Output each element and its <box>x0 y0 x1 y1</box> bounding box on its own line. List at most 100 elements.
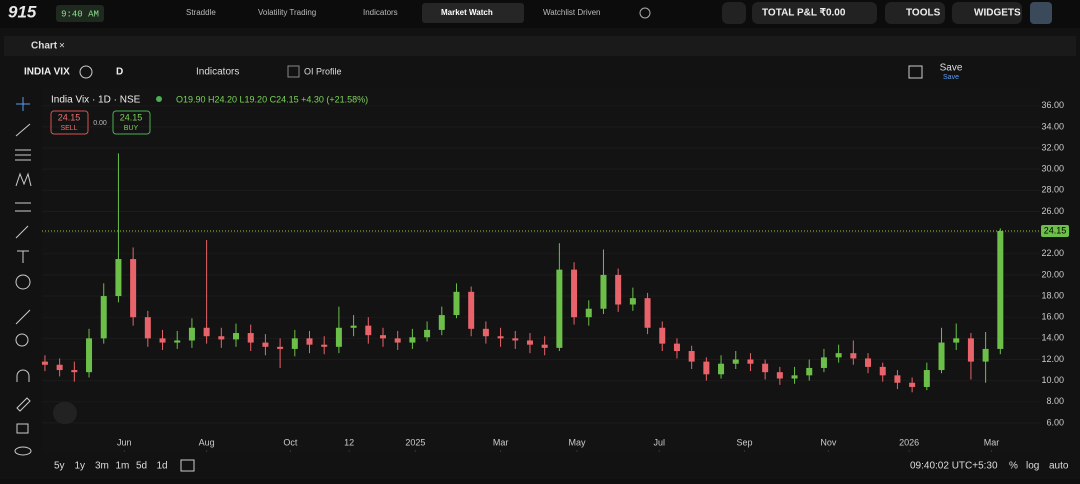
candle-body <box>600 274 607 309</box>
candle-body <box>556 269 563 348</box>
close-tab[interactable]: × <box>59 41 65 52</box>
x-tick-label: Mar <box>984 437 1000 447</box>
lock-tool[interactable] <box>16 423 29 434</box>
projection-tool[interactable] <box>15 202 31 212</box>
candle-body <box>909 382 916 387</box>
tab[interactable]: Straddle <box>186 8 216 17</box>
range-button[interactable]: 5d <box>136 461 147 472</box>
candle-body <box>188 327 195 341</box>
candle-body <box>497 336 504 339</box>
indicators-button[interactable]: Indicators <box>196 67 239 78</box>
candle-body <box>820 357 827 368</box>
line-tool[interactable] <box>15 123 31 137</box>
oi-checkbox[interactable] <box>287 65 300 78</box>
range-button[interactable]: 5y <box>54 461 65 472</box>
bottom-bar <box>42 455 1080 479</box>
auto-toggle[interactable]: auto <box>1049 461 1069 472</box>
avatar[interactable] <box>1030 2 1052 24</box>
pattern-tool[interactable] <box>15 172 32 187</box>
fib-tool[interactable] <box>15 149 31 161</box>
percent-toggle[interactable]: % <box>1009 461 1018 472</box>
y-tick-label: 20.00 <box>1041 269 1064 279</box>
y-tick-label: 14.00 <box>1041 333 1064 343</box>
candle-body <box>982 348 989 362</box>
candle-body <box>747 359 754 364</box>
candle-body <box>203 327 210 337</box>
widgets-label: WIDGETS <box>974 8 1021 19</box>
candle-body <box>512 338 519 341</box>
tab[interactable]: Market Watch <box>441 8 493 17</box>
candle-body <box>865 358 872 367</box>
pnl-box[interactable] <box>752 2 877 24</box>
candle-body <box>365 325 372 336</box>
tools-label: TOOLS <box>906 8 941 19</box>
range-button[interactable]: 1d <box>157 461 168 472</box>
candle-body <box>438 315 445 330</box>
series-title: India Vix · 1D · NSE <box>51 95 141 106</box>
y-tick-label: 12.00 <box>1041 354 1064 364</box>
draw-mode-tool[interactable] <box>16 397 31 412</box>
emoji-tool[interactable] <box>15 274 31 290</box>
tab[interactable]: Indicators <box>363 8 398 17</box>
range-button[interactable]: 1y <box>75 461 86 472</box>
tab[interactable]: Watchlist Driven <box>543 8 601 17</box>
x-tick-label: Sep <box>737 437 753 447</box>
candle-body <box>86 338 93 373</box>
candle-body <box>277 346 284 349</box>
cursor-tool[interactable] <box>16 97 30 111</box>
date-range[interactable] <box>180 459 195 472</box>
x-tick-label: Mar <box>493 437 509 447</box>
sell-button[interactable] <box>50 110 89 135</box>
active-tab-bg <box>422 3 524 23</box>
candle-body <box>468 291 475 329</box>
symbol[interactable]: INDIA VIX <box>24 67 70 78</box>
tool-icons <box>14 97 32 456</box>
candle-body <box>482 328 489 337</box>
toolbar <box>4 60 1076 86</box>
y-tick-label: 10.00 <box>1041 375 1064 385</box>
candle-body <box>335 327 342 347</box>
candle-body <box>56 364 63 371</box>
candle-body <box>967 338 974 362</box>
brush-tool[interactable] <box>15 225 29 239</box>
layout[interactable] <box>908 65 923 79</box>
zoom-tool[interactable] <box>15 333 29 347</box>
text-tool[interactable] <box>17 250 29 263</box>
candle-body <box>41 361 48 365</box>
clock-box <box>56 5 104 22</box>
last-price-tag <box>1041 225 1069 238</box>
x-tick-label: 2025 <box>405 437 425 447</box>
last-price-label: 24.15 <box>1044 225 1067 235</box>
candle-body <box>703 361 710 375</box>
widgets-button[interactable] <box>952 2 1022 24</box>
candle-body <box>953 338 960 343</box>
range-button[interactable]: 3m <box>95 461 109 472</box>
y-tick-label: 26.00 <box>1041 206 1064 216</box>
interval[interactable]: D <box>116 67 123 78</box>
range-button[interactable]: 1m <box>116 461 130 472</box>
buy-label: BUY <box>124 125 139 132</box>
add-tab[interactable] <box>639 7 651 19</box>
chart-tab-row <box>4 36 1076 56</box>
basket[interactable] <box>722 2 746 24</box>
tab[interactable]: Volatility Trading <box>258 8 316 17</box>
oi-profile[interactable]: OI Profile <box>304 66 342 76</box>
x-tick-label: May <box>569 437 587 447</box>
tools-button[interactable] <box>885 2 945 24</box>
buy-button[interactable] <box>112 110 151 135</box>
measure-tool[interactable] <box>15 309 31 325</box>
compare[interactable] <box>79 65 93 79</box>
candle-body <box>71 370 78 373</box>
magnet-tool[interactable] <box>16 369 30 382</box>
candle-body <box>791 375 798 379</box>
candle-body <box>144 317 151 339</box>
log-toggle[interactable]: log <box>1026 461 1039 472</box>
candle-body <box>115 259 122 297</box>
visibility-tool[interactable] <box>14 446 32 456</box>
x-tick-label: 2026 <box>899 437 919 447</box>
save[interactable]: Save <box>940 63 963 74</box>
chart-area <box>42 88 1040 454</box>
y-tick-label: 28.00 <box>1041 185 1064 195</box>
clock: 9:40 AM <box>61 9 99 19</box>
chart-tab[interactable]: Chart <box>31 41 58 52</box>
